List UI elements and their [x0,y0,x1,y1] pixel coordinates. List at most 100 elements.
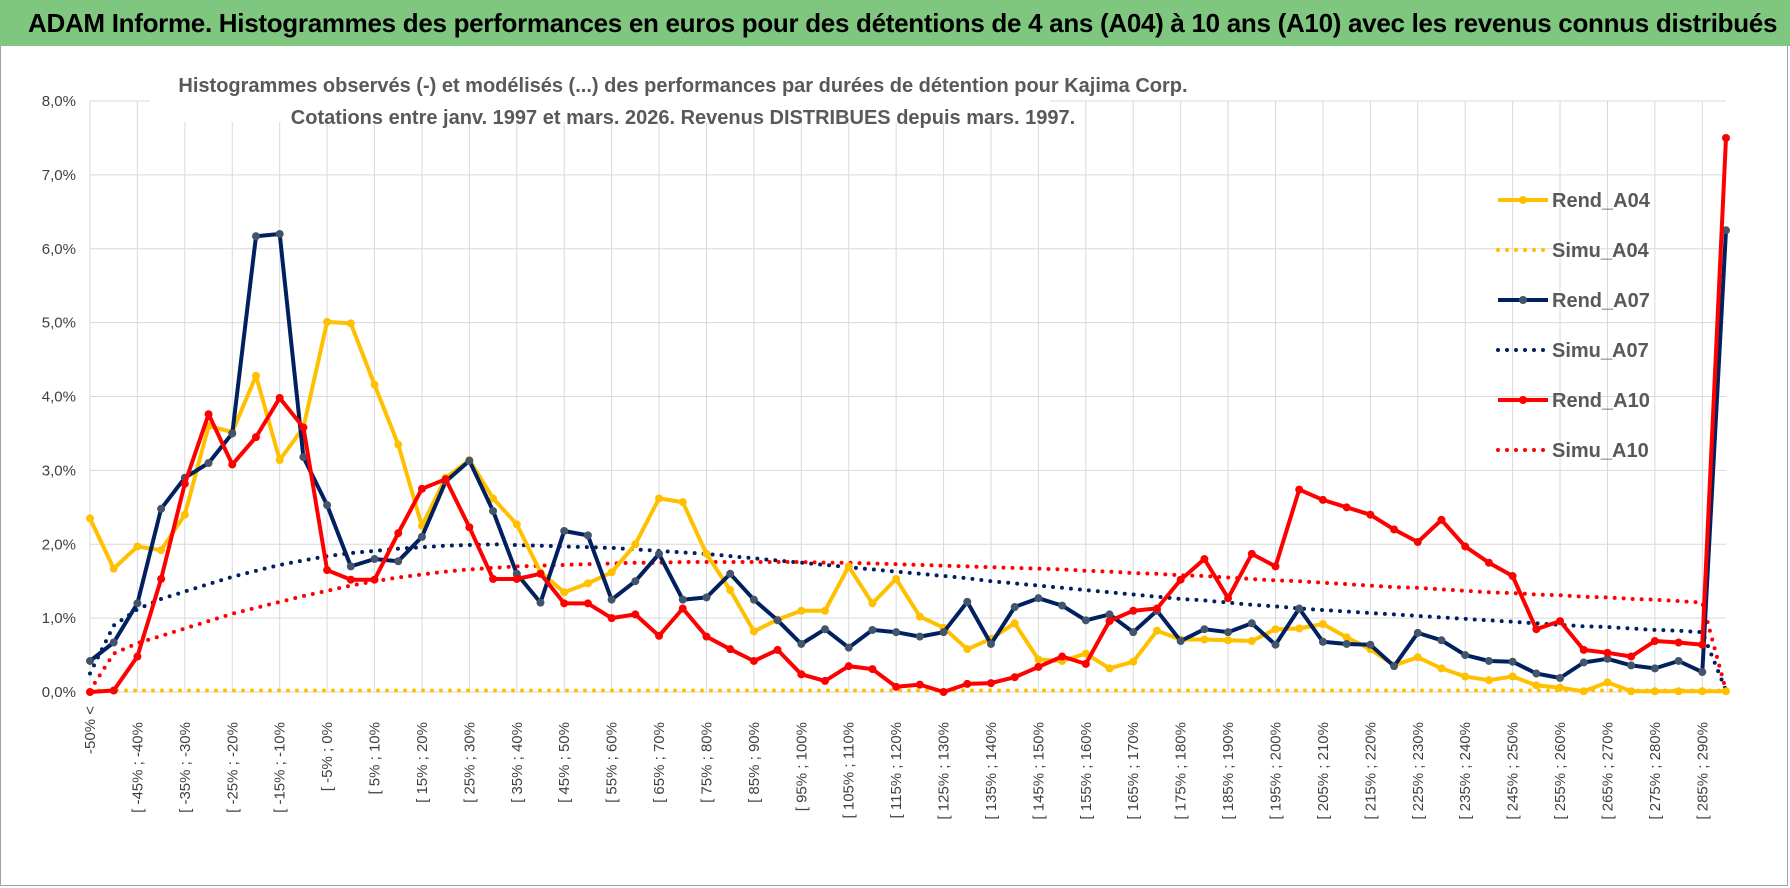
data-point [1650,637,1659,646]
data-point [1271,562,1280,571]
data-point [512,520,521,529]
data-point [1152,604,1161,613]
x-tick-label: [ 65% ; 70% [651,722,668,803]
data-point [1508,572,1517,581]
x-tick-label: [ 145% ; 150% [1030,722,1047,820]
data-point [868,665,877,674]
x-tick-label: [ 75% ; 80% [698,722,715,803]
y-tick-label: 5,0% [42,315,76,332]
data-point [892,628,901,637]
data-point [1722,133,1730,142]
data-point [489,574,498,583]
legend-marker [1519,196,1527,204]
data-point [157,504,166,513]
data-point [1484,656,1493,665]
legend-label: Rend_A04 [1552,190,1651,212]
x-tick-label: [ 55% ; 60% [604,722,621,803]
data-point [1579,658,1588,667]
data-point [1058,652,1067,661]
data-point [892,574,901,583]
data-point [417,532,426,541]
x-tick-label: [ 265% ; 270% [1599,722,1616,820]
legend-marker [1519,396,1527,404]
data-point [844,562,853,571]
x-tick-label: [ 165% ; 170% [1125,722,1142,820]
data-point [1271,625,1280,634]
y-tick-label: 2,0% [42,536,76,553]
data-point [204,458,213,467]
data-point [607,595,616,604]
data-point [1722,687,1730,696]
data-point [1437,636,1446,645]
data-point [109,638,118,647]
x-tick-label: [ 115% ; 120% [888,722,905,818]
y-tick-label: 1,0% [42,610,76,627]
data-point [1650,664,1659,673]
series-line-rend_a04 [88,319,1726,694]
x-tick-label: [ -25% ; -20% [224,722,241,813]
chart-title-background [150,60,1050,122]
data-point [963,679,972,688]
data-point [1271,640,1280,649]
data-point [228,429,237,438]
data-point [1413,538,1422,547]
data-point [1200,635,1209,644]
data-point [1342,639,1351,648]
data-point [1034,662,1043,671]
data-point [251,433,260,442]
data-point [1603,654,1612,663]
y-tick-label: 6,0% [42,241,76,258]
data-point [86,656,94,665]
data-point [441,475,450,484]
legend-label: Rend_A10 [1552,390,1650,412]
data-point [133,599,142,608]
data-point [1247,549,1256,558]
data-point [702,593,711,602]
data-point [1318,637,1327,646]
y-tick-label: 3,0% [42,462,76,479]
data-point [275,229,284,238]
data-point [1034,594,1043,603]
x-tick-label: [ 25% ; 30% [461,722,478,803]
data-point [180,479,189,488]
data-point [560,526,569,535]
data-point [963,597,972,606]
data-point [228,460,237,469]
x-tick-label: [ 125% ; 130% [936,722,953,820]
data-point [1224,628,1233,637]
data-point [1508,672,1517,681]
data-point [986,679,995,688]
data-point [749,627,758,636]
data-point [1698,687,1707,696]
x-tick-label: [ 85% ; 90% [746,722,763,803]
legend-label: Rend_A07 [1552,290,1650,312]
data-point [1674,687,1683,696]
data-point [607,614,616,623]
data-point [1295,604,1304,613]
data-point [868,625,877,634]
data-point [678,604,687,613]
data-point [678,498,687,507]
series-line-simu_a07 [88,542,1728,693]
data-point [797,670,806,679]
data-point [1176,575,1185,584]
data-point [1627,687,1636,696]
data-point [1295,485,1304,494]
x-tick-label: [ -35% ; -30% [177,722,194,813]
data-point [1200,555,1209,564]
data-point [939,628,948,637]
data-point [346,319,355,328]
data-point [560,588,569,597]
data-point [1556,683,1565,692]
data-point [1129,657,1138,666]
data-point [1556,673,1565,682]
data-point [1413,628,1422,637]
data-point [323,501,332,510]
data-point [512,574,521,583]
data-point [1342,503,1351,512]
data-point [631,577,640,586]
y-tick-label: 0,0% [42,684,76,701]
data-point [1247,619,1256,628]
data-point [892,682,901,691]
